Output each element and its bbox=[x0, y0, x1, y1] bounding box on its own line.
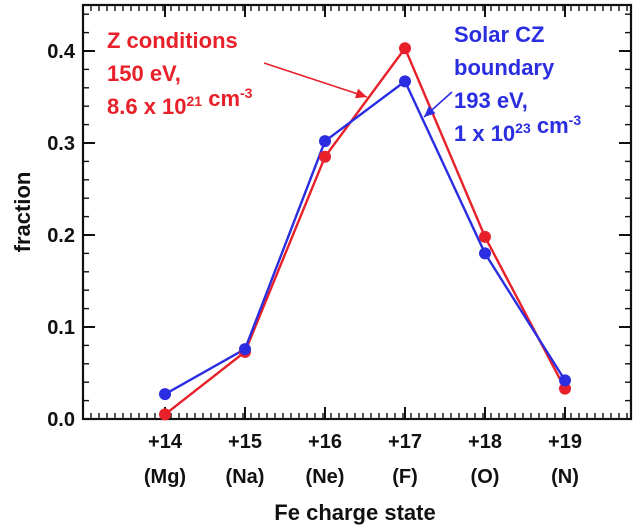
annotation-line: Z conditions bbox=[107, 28, 238, 53]
x-tick-sublabel: (N) bbox=[551, 466, 579, 488]
x-tick-sublabel: (Ne) bbox=[306, 466, 345, 488]
annotation-layer: Z conditions 150 eV,8.6 x 1021 cm-3 Solar … bbox=[107, 22, 581, 146]
annotation-line: Solar CZ bbox=[454, 22, 544, 47]
plot-frame bbox=[81, 3, 633, 421]
series-point-0 bbox=[479, 230, 491, 243]
x-tick-label: +16 bbox=[308, 431, 342, 453]
annotation-line: 150 eV, bbox=[107, 61, 181, 86]
series-point-0 bbox=[319, 150, 331, 163]
y-tick-label: 0.3 bbox=[47, 133, 75, 155]
x-tick-sublabel: (Na) bbox=[226, 466, 265, 488]
x-tick-label: +15 bbox=[228, 431, 262, 453]
y-tick-label: 0.0 bbox=[47, 409, 75, 431]
series-point-0 bbox=[159, 408, 171, 421]
x-tick-sublabel: (Mg) bbox=[144, 466, 186, 488]
x-tick-label: +18 bbox=[468, 431, 502, 453]
red-annotation-arrow-head bbox=[354, 88, 367, 99]
x-tick-label: +17 bbox=[388, 431, 422, 453]
series-point-0 bbox=[559, 382, 571, 395]
series-point-1 bbox=[479, 247, 491, 260]
annotation-line: 193 eV, bbox=[454, 88, 528, 113]
series-line-1 bbox=[164, 79, 567, 396]
y-tick-label: 0.4 bbox=[47, 41, 76, 63]
x-tick-label: +19 bbox=[548, 431, 582, 453]
series-point-1 bbox=[559, 374, 571, 387]
series-point-1 bbox=[319, 135, 331, 148]
series-point-1 bbox=[399, 75, 411, 88]
x-tick-sublabel: (O) bbox=[471, 466, 500, 488]
series-point-1 bbox=[159, 388, 171, 401]
y-tick-label: 0.2 bbox=[47, 225, 75, 247]
series-layer bbox=[159, 42, 571, 421]
y-axis-title: fraction bbox=[10, 172, 35, 253]
y-tick-label: 0.1 bbox=[47, 317, 75, 339]
blue-annotation-arrow-head bbox=[424, 105, 436, 117]
annotation-line: 1 x 1023 cm-3 bbox=[454, 112, 581, 146]
series-point-1 bbox=[239, 343, 251, 356]
red-annotation-arrow bbox=[263, 62, 368, 98]
series-point-0 bbox=[399, 42, 411, 55]
annotation-line: 8.6 x 1021 cm-3 bbox=[107, 85, 253, 119]
x-tick-sublabel: (F) bbox=[392, 466, 418, 488]
axes: 0.0 0.1 0.2 0.3 0.4 +14 (Mg) +15 (Na) +16 (Ne) +17 (… bbox=[47, 3, 633, 488]
x-tick-label: +14 bbox=[148, 431, 183, 453]
series-line-0 bbox=[164, 45, 567, 416]
annotation-line: boundary bbox=[454, 55, 555, 80]
x-axis-title: Fe charge state bbox=[274, 500, 435, 525]
